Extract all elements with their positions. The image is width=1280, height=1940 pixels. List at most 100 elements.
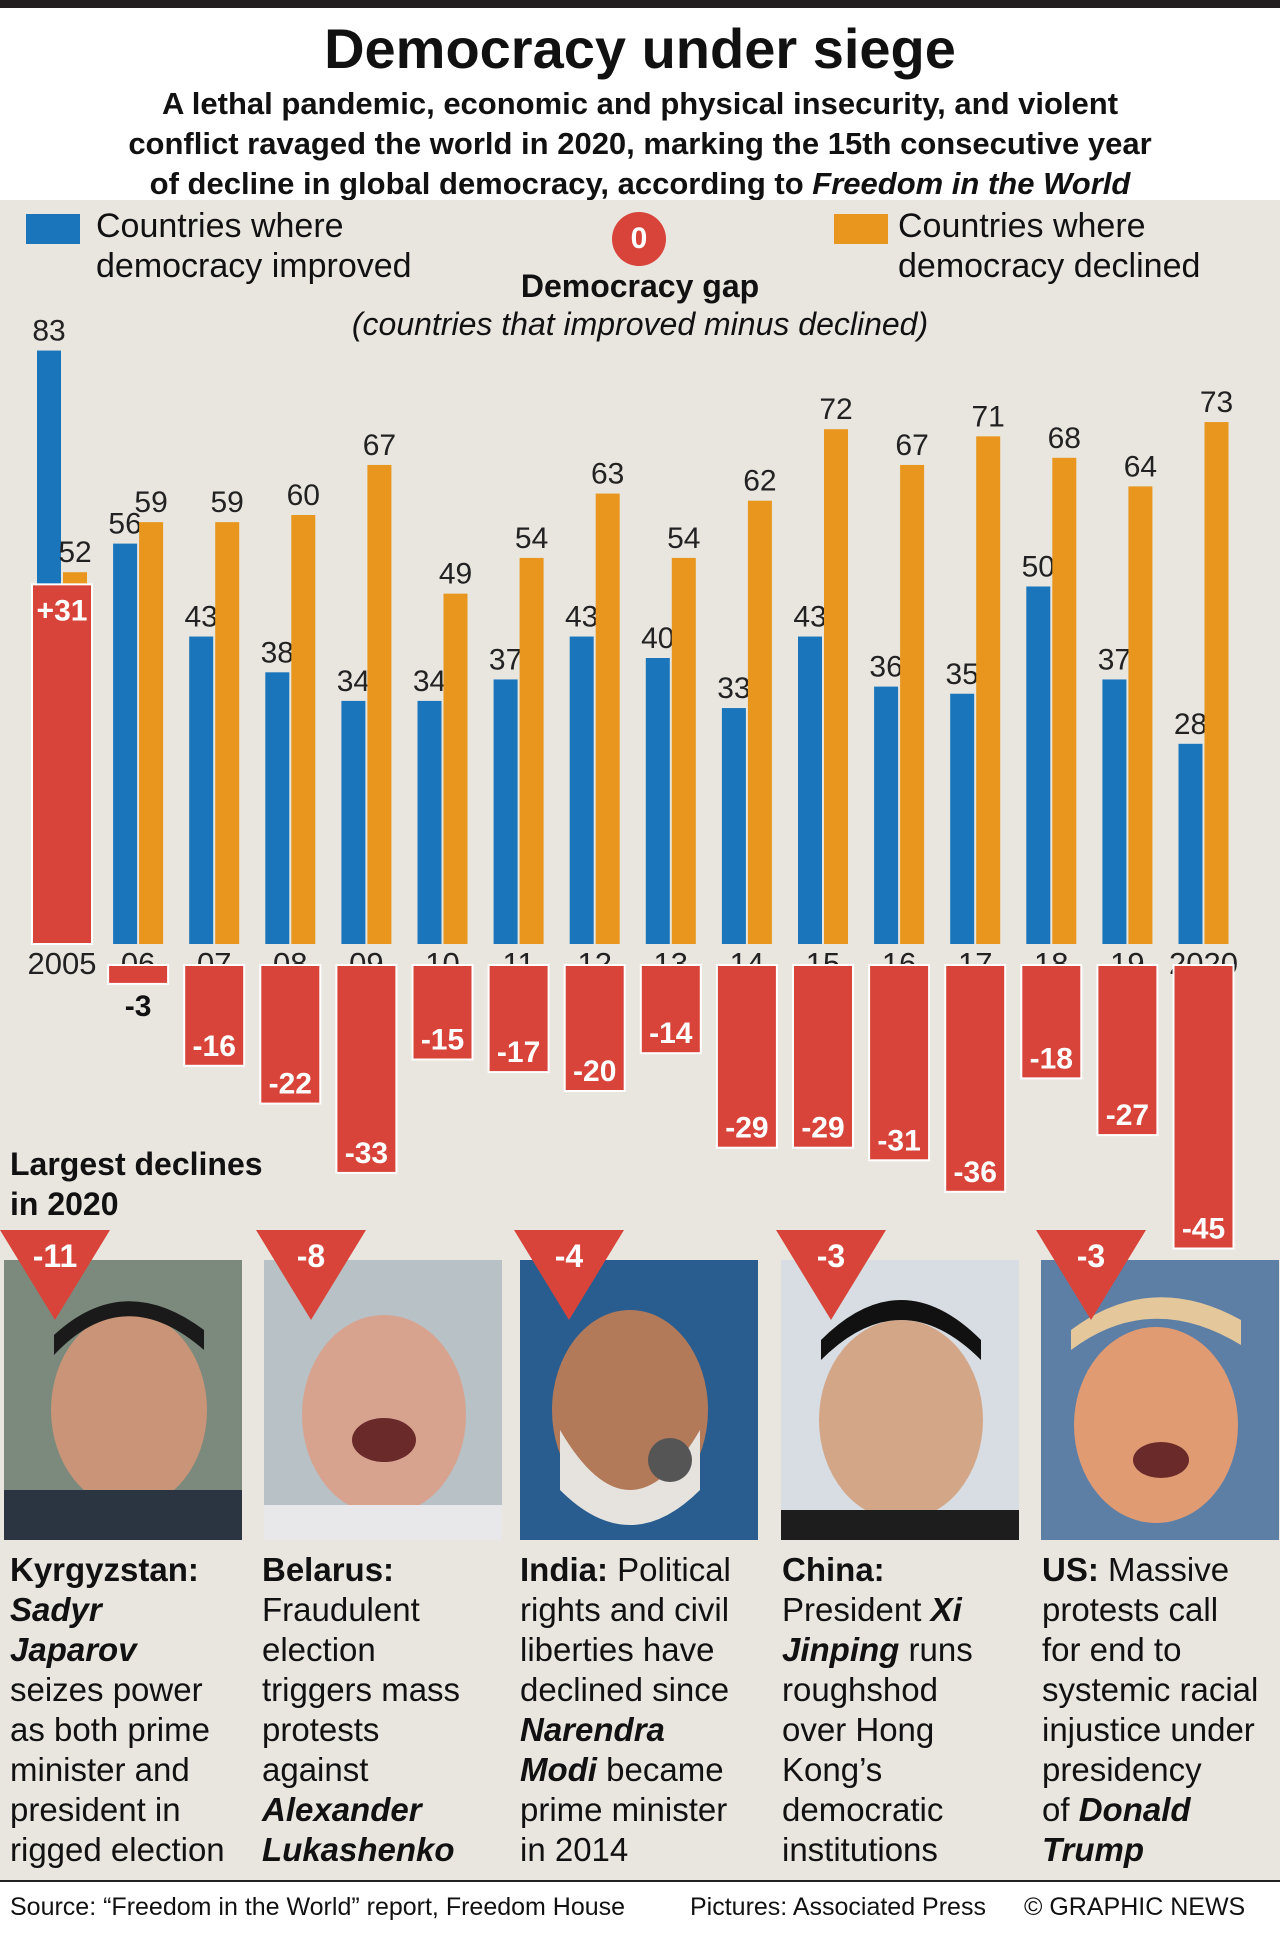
portrait-photo-china xyxy=(781,1260,1019,1540)
caption-line: protests call xyxy=(1042,1591,1219,1628)
decline-marker-belarus xyxy=(256,1230,366,1320)
bar-declined-label: 63 xyxy=(591,458,624,491)
caption-line: minister and xyxy=(10,1751,190,1788)
bar-improved xyxy=(1102,679,1127,944)
caption-line: of xyxy=(1042,1791,1070,1828)
bar-declined xyxy=(1052,457,1077,944)
bar-declined xyxy=(595,493,620,944)
bar-chart: 83522005+31565906-3435907-16386008-22346… xyxy=(28,315,1238,1250)
bar-gap xyxy=(1172,964,1235,1250)
caption-india: India: Political rights and civil libert… xyxy=(520,1550,770,1870)
caption-line: declined since xyxy=(520,1671,730,1708)
bar-improved xyxy=(189,636,214,944)
caption-line: became xyxy=(606,1751,724,1788)
portrait-photo-kyrgyzstan xyxy=(4,1260,242,1540)
bar-declined-label: 72 xyxy=(819,393,852,426)
bar-declined xyxy=(139,522,164,944)
caption-line: Kong’s xyxy=(782,1751,883,1788)
bar-improved-label: 40 xyxy=(641,622,674,655)
caption-name-line: Lukashenko xyxy=(262,1831,455,1868)
bar-gap xyxy=(259,964,322,1105)
page-title: Democracy under siege xyxy=(324,17,956,80)
bar-improved xyxy=(493,679,518,944)
bar-declined xyxy=(824,429,848,944)
bar-gap xyxy=(411,964,474,1061)
bar-declined xyxy=(215,522,240,944)
bar-improved xyxy=(798,636,822,944)
bar-declined-label: 67 xyxy=(895,429,928,462)
declines-title-line-2: in 2020 xyxy=(10,1186,119,1222)
legend-swatch-improved xyxy=(26,214,80,244)
bar-declined xyxy=(367,464,392,944)
bar-improved-label: 28 xyxy=(1174,708,1207,741)
caption-line: presidency xyxy=(1042,1751,1202,1788)
caption-line: rights and civil xyxy=(520,1591,730,1628)
bar-declined-label: 49 xyxy=(439,558,472,591)
legend-improved-line-2: democracy improved xyxy=(96,247,412,285)
decline-marker-china xyxy=(776,1230,886,1320)
source-credit: Source: “Freedom in the World” report, F… xyxy=(10,1893,626,1921)
bar-improved-label: 43 xyxy=(185,601,218,634)
bar-improved-label: 83 xyxy=(32,315,65,348)
caption-line: as both prime xyxy=(10,1711,210,1748)
footer xyxy=(0,1880,1280,1940)
caption-line: democratic xyxy=(782,1791,944,1828)
bar-gap xyxy=(563,964,626,1092)
legend-swatch-declined xyxy=(834,214,888,244)
bar-improved-label: 36 xyxy=(869,651,902,684)
bar-gap-label: -15 xyxy=(421,1024,464,1057)
bar-declined xyxy=(1128,486,1153,944)
subtitle-line-2: conflict ravaged the world in 2020, mark… xyxy=(128,126,1152,161)
bar-gap xyxy=(183,964,246,1067)
gap-zero-badge: 0 xyxy=(612,212,666,266)
caption-line: runs xyxy=(908,1631,973,1668)
caption-line: liberties have xyxy=(520,1631,715,1668)
subtitle-line-3-prefix: of decline in global democracy, accordin… xyxy=(149,166,813,201)
bar-gap xyxy=(868,964,931,1162)
caption-name-line: Trump xyxy=(1042,1831,1145,1868)
bar-declined xyxy=(671,557,696,944)
header: Democracy under siege A lethal pandemic,… xyxy=(0,8,1280,201)
bar-gap xyxy=(639,964,702,1055)
caption-name-line: Alexander xyxy=(262,1791,422,1828)
bar-improved xyxy=(113,543,138,944)
bar-declined-label: 67 xyxy=(363,429,396,462)
bar-gap-label: -20 xyxy=(573,1055,616,1088)
bar-declined-label: 59 xyxy=(211,486,244,519)
bar-declined xyxy=(1204,422,1229,944)
bar-improved-label: 34 xyxy=(413,665,446,698)
caption-country: US: xyxy=(1042,1551,1099,1588)
caption-name-line: Sadyr xyxy=(10,1591,102,1628)
declines-title-line-1: Largest declines xyxy=(10,1146,263,1182)
bar-declined-label: 71 xyxy=(972,400,1005,433)
bar-declined-label: 68 xyxy=(1048,422,1081,455)
decline-value-kyrgyzstan: -11 xyxy=(32,1238,78,1274)
portrait-photo-india xyxy=(520,1260,758,1540)
gap-subtitle: (countries that improved minus declined) xyxy=(351,306,929,342)
decline-marker-kyrgyzstan xyxy=(0,1230,110,1320)
bar-improved-label: 50 xyxy=(1022,551,1055,584)
caption-belarus: Belarus: Fraudulent election triggers ma… xyxy=(262,1550,512,1870)
caption-line: Fraudulent xyxy=(262,1591,420,1628)
caption-line: roughshod xyxy=(782,1671,938,1708)
bar-declined xyxy=(519,557,544,944)
bar-gap-label: -16 xyxy=(193,1030,236,1063)
page-subtitle: A lethal pandemic, economic and physical… xyxy=(0,84,1280,204)
bar-declined-label: 59 xyxy=(134,486,167,519)
bar-declined-label: 64 xyxy=(1124,450,1157,483)
copyright-credit: © GRAPHIC NEWS xyxy=(1024,1893,1246,1921)
bar-gap-label: -29 xyxy=(801,1112,844,1145)
bar-improved-label: 37 xyxy=(489,643,522,676)
bar-gap-label: -17 xyxy=(497,1036,540,1069)
bar-improved xyxy=(950,693,975,944)
bar-gap-label: -18 xyxy=(1030,1042,1073,1075)
bar-declined xyxy=(443,593,468,944)
decline-marker-us xyxy=(1036,1230,1146,1320)
x-tick-label: 2005 xyxy=(28,946,97,981)
bar-declined-label: 54 xyxy=(515,522,548,555)
bar-improved-label: 37 xyxy=(1098,643,1131,676)
bar-gap xyxy=(792,964,854,1149)
caption-name-line: Xi xyxy=(930,1591,962,1628)
bar-declined xyxy=(747,500,772,944)
caption-name-line: Japarov xyxy=(10,1631,137,1668)
